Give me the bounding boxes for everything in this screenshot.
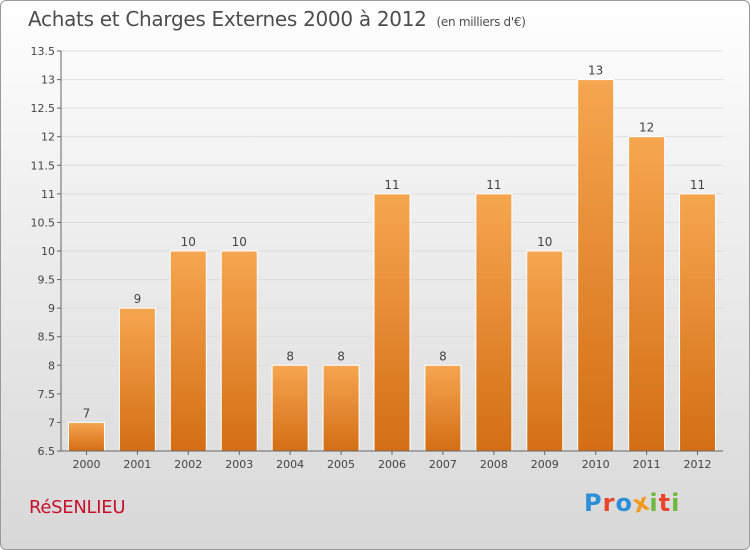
y-tick-label: 9.5 xyxy=(38,274,56,287)
y-tick-labels: 6.5 7 7.5 8 8.5 9 9.5 10 10.5 11 11.5 12 12.5 13 13.5 xyxy=(31,45,56,458)
proxiti-logo[interactable]: Proxiti xyxy=(584,489,680,517)
x-tick-label: 2012 xyxy=(684,458,712,471)
bar-2004 xyxy=(272,365,308,451)
data-label: 13 xyxy=(588,64,603,78)
x-tick-label: 2011 xyxy=(633,458,661,471)
bars xyxy=(68,80,715,451)
logo-letter: i xyxy=(671,489,680,517)
bar-2007 xyxy=(425,365,461,451)
x-tick-label: 2006 xyxy=(378,458,406,471)
data-label: 10 xyxy=(232,235,247,249)
y-tick-label: 7 xyxy=(48,416,55,429)
y-tick-label: 13.5 xyxy=(31,45,56,58)
data-label: 7 xyxy=(83,406,91,420)
bar-2000 xyxy=(68,422,104,451)
bar-2003 xyxy=(221,251,257,451)
x-tick-label: 2001 xyxy=(123,458,151,471)
data-label: 12 xyxy=(639,121,654,135)
chart-frame: Achats et Charges Externes 2000 à 2012 (e… xyxy=(0,0,750,550)
bar-2008 xyxy=(476,194,512,451)
bar-2009 xyxy=(527,251,563,451)
x-tick-label: 2010 xyxy=(582,458,610,471)
x-tick-label: 2002 xyxy=(174,458,202,471)
y-tick-label: 11 xyxy=(41,188,55,201)
y-tick-label: 12.5 xyxy=(31,102,56,115)
y-tick-label: 13 xyxy=(41,74,55,87)
y-tick-label: 11.5 xyxy=(31,159,56,172)
data-label: 8 xyxy=(337,349,345,363)
y-tick-label: 8.5 xyxy=(38,331,56,344)
x-tick-label: 2000 xyxy=(72,458,100,471)
data-label: 8 xyxy=(439,349,447,363)
data-label: 11 xyxy=(486,178,501,192)
x-tick-label: 2003 xyxy=(225,458,253,471)
x-tick-label: 2009 xyxy=(531,458,559,471)
data-label: 11 xyxy=(384,178,399,192)
data-label: 9 xyxy=(134,292,142,306)
y-tick-label: 12 xyxy=(41,131,55,144)
x-tick-label: 2008 xyxy=(480,458,508,471)
y-tick-label: 7.5 xyxy=(38,388,56,401)
bar-2006 xyxy=(374,194,410,451)
y-tick-label: 6.5 xyxy=(38,445,56,458)
data-label: 8 xyxy=(286,349,294,363)
data-label: 10 xyxy=(537,235,552,249)
bar-2005 xyxy=(323,365,359,451)
x-tick-label: 2005 xyxy=(327,458,355,471)
y-tick-label: 10.5 xyxy=(31,216,56,229)
y-tick-label: 8 xyxy=(48,359,55,372)
y-tick-label: 10 xyxy=(41,245,55,258)
data-label: 10 xyxy=(181,235,196,249)
bar-2010 xyxy=(578,80,614,451)
y-tick-label: 9 xyxy=(48,302,55,315)
bar-2011 xyxy=(629,137,665,451)
commune-name: RéSENLIEU xyxy=(29,497,125,518)
bar-2002 xyxy=(170,251,206,451)
x-tick-labels: 2000 2001 2002 2003 2004 2005 2006 2007 2008 2009… xyxy=(72,451,711,471)
bar-2012 xyxy=(680,194,716,451)
x-tick-label: 2004 xyxy=(276,458,304,471)
x-tick-label: 2007 xyxy=(429,458,457,471)
data-label: 11 xyxy=(690,178,705,192)
logo-letter: P xyxy=(584,489,603,517)
logo-letter: t xyxy=(659,489,671,517)
logo-letter: r xyxy=(603,489,616,517)
bar-2001 xyxy=(119,308,155,451)
bar-chart: 6.577.588.599.51010.51111.51212.51313.5 … xyxy=(1,1,750,550)
